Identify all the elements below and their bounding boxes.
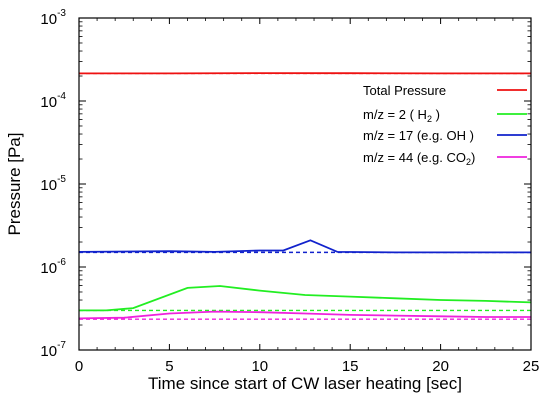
y-tick-label: 10-6 xyxy=(40,257,66,277)
x-tick-label: 15 xyxy=(342,358,359,375)
legend-label-tail: ) xyxy=(432,107,440,122)
legend-label-2: m/z = 17 (e.g. OH ) xyxy=(363,128,474,143)
y-tick-label: 10-7 xyxy=(40,340,66,360)
y-tick-label: 10-5 xyxy=(40,174,66,194)
y-tick-base: 10 xyxy=(40,343,57,360)
legend-label-subscript: 2 xyxy=(466,157,471,167)
legend-label-tail: ) xyxy=(471,150,475,165)
y-tick-exponent: -4 xyxy=(57,91,66,102)
y-tick-base: 10 xyxy=(40,260,57,277)
legend-label-main: Total Pressure xyxy=(363,83,446,98)
y-axis-label: Pressure [Pa] xyxy=(5,133,24,236)
series-layer xyxy=(78,72,532,320)
x-tick-label: 25 xyxy=(523,358,540,375)
legend-label-main: m/z = 2 ( H xyxy=(363,107,427,122)
legend-label-subscript: 2 xyxy=(427,114,432,124)
y-tick-exponent: -5 xyxy=(57,174,66,185)
y-tick-label: 10-3 xyxy=(40,8,66,28)
x-axis-label: Time since start of CW laser heating [se… xyxy=(148,374,462,393)
series-2-line xyxy=(78,239,531,254)
x-tick-label: 10 xyxy=(251,358,268,375)
legend-label-0: Total Pressure xyxy=(363,83,446,98)
x-tick-label: 0 xyxy=(75,358,83,375)
y-tick-base: 10 xyxy=(40,94,57,111)
legend-label-1: m/z = 2 ( H2 ) xyxy=(363,107,440,124)
y-tick-exponent: -6 xyxy=(57,257,66,268)
series-1-line xyxy=(79,285,532,312)
legend-label-3: m/z = 44 (e.g. CO2) xyxy=(363,150,475,167)
legend-label-main: m/z = 17 (e.g. OH ) xyxy=(363,128,474,143)
legend-label-main: m/z = 44 (e.g. CO xyxy=(363,150,466,165)
x-tick-label: 20 xyxy=(432,358,449,375)
y-tick-base: 10 xyxy=(40,177,57,194)
y-tick-base: 10 xyxy=(40,11,57,28)
series-3-line xyxy=(78,310,531,320)
x-tick-label: 5 xyxy=(165,358,173,375)
y-tick-exponent: -7 xyxy=(57,340,66,351)
y-tick-exponent: -3 xyxy=(57,8,66,19)
plot-frame xyxy=(78,17,532,351)
y-tick-label: 10-4 xyxy=(40,91,66,111)
